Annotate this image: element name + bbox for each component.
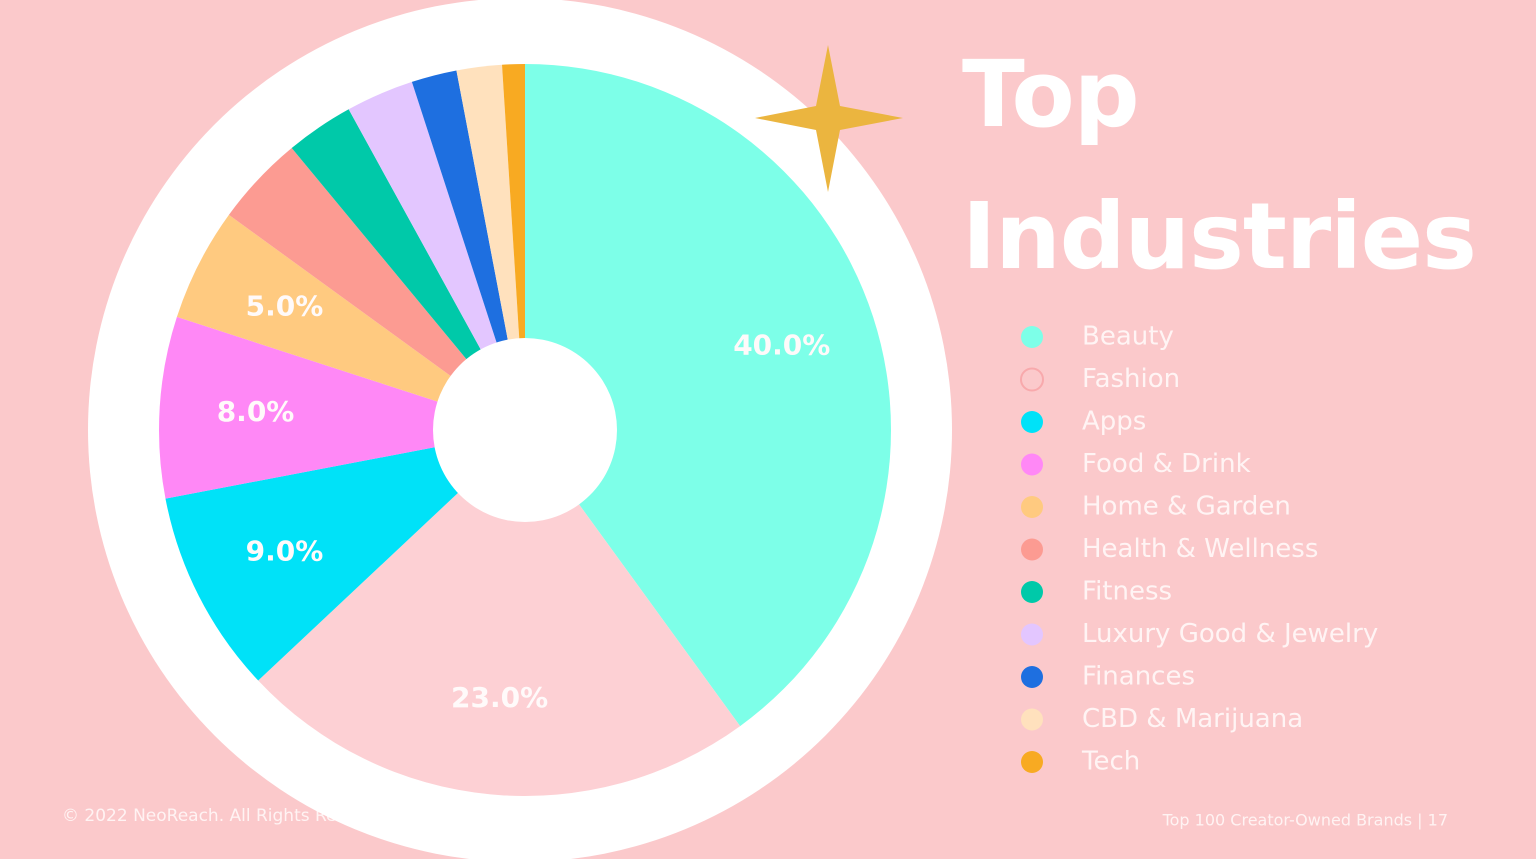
data-label: 40.0% [733, 329, 830, 362]
footer-right: Top 100 Creator-Owned Brands | 17 [1162, 811, 1448, 830]
legend-marker [1020, 367, 1044, 392]
legend-marker [1021, 538, 1043, 561]
pie-slice [158, 316, 525, 499]
pie-slice [165, 430, 526, 681]
footer-left: © 2022 NeoReach. All Rights Reserved. [62, 806, 400, 826]
pie-slice [456, 64, 525, 430]
legend-marker [1021, 496, 1043, 518]
pie-slice [348, 81, 525, 430]
legend-label: Tech [1081, 747, 1140, 777]
legend-label: Apps [1082, 407, 1146, 437]
legend-label: Health & Wellness [1082, 534, 1318, 564]
data-label: 9.0% [246, 535, 324, 568]
pie-slice [411, 70, 525, 431]
legend-marker [1021, 581, 1043, 603]
legend-marker [1021, 411, 1043, 433]
data-label: 23.0% [451, 681, 548, 714]
legend-label: Food & Drink [1082, 449, 1251, 479]
pie-slice [258, 430, 741, 797]
data-label: 5.0% [246, 289, 324, 322]
legend-label: Finances [1082, 662, 1195, 692]
data-label: 8.0% [217, 395, 295, 428]
pie-slice [291, 109, 525, 430]
legend-label: CBD & Marijuana [1082, 704, 1303, 734]
pie-slice [525, 64, 891, 727]
legend-marker [1021, 453, 1043, 476]
legend-marker [1021, 708, 1043, 731]
legend-marker [1021, 623, 1043, 646]
star-decoration [755, 45, 903, 192]
legend-marker [1021, 751, 1043, 773]
donut-hole [433, 338, 617, 522]
pie-slice [176, 214, 525, 430]
legend-label: Luxury Good & Jewelry [1082, 619, 1378, 649]
legend-label: Fitness [1082, 577, 1172, 607]
legend-label: Fashion [1082, 364, 1180, 394]
legend-marker [1021, 326, 1043, 348]
chart-title: Top Industries [962, 41, 1477, 290]
pie-slice [228, 147, 525, 430]
legend-marker [1021, 666, 1043, 688]
legend-label: Home & Garden [1082, 492, 1291, 522]
legend-label: Beauty [1082, 322, 1174, 352]
